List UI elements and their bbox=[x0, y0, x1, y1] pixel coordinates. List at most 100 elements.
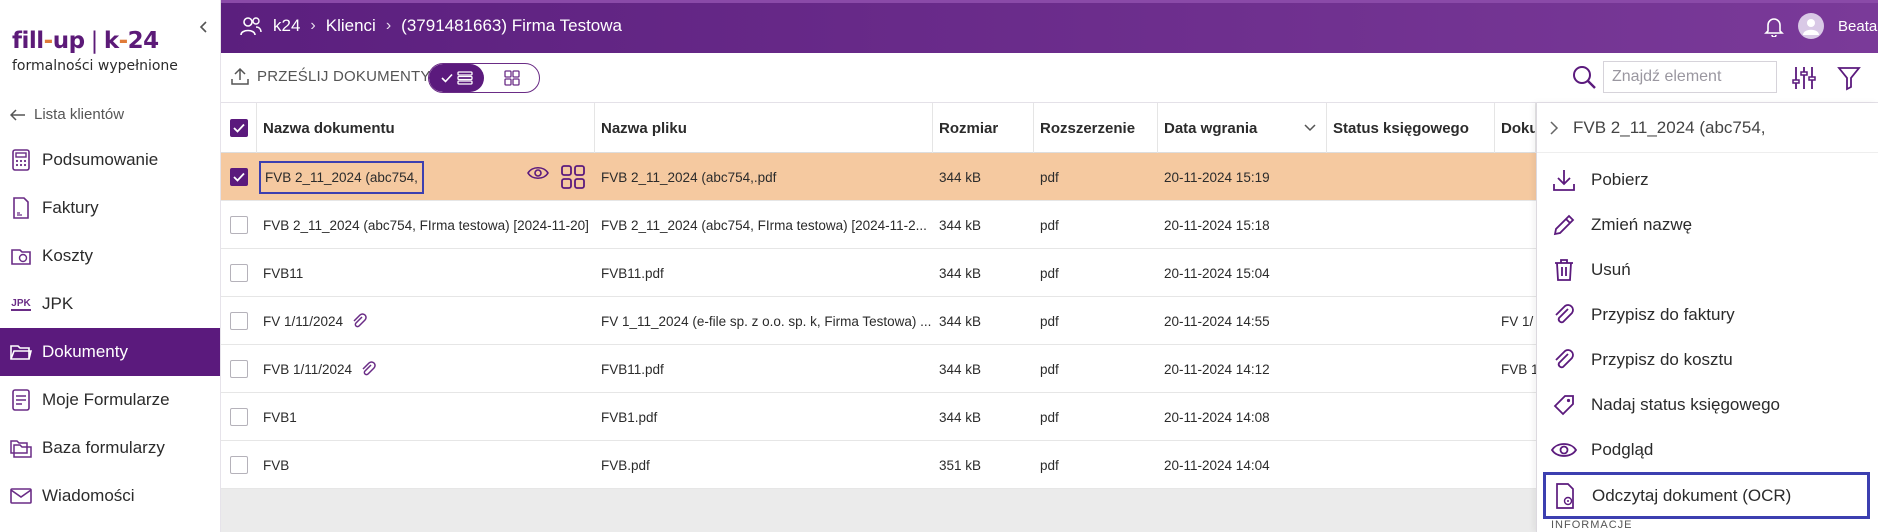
column-settings-icon[interactable] bbox=[1791, 65, 1817, 91]
row-checkbox[interactable] bbox=[230, 168, 248, 186]
breadcrumb-k24[interactable]: k24 bbox=[273, 16, 301, 35]
table-row[interactable]: FVB FVB.pdf 351 kB pdf 20-11-2024 14:04 bbox=[221, 441, 1536, 489]
search-input[interactable] bbox=[1603, 61, 1777, 93]
cell-status bbox=[1327, 249, 1495, 297]
column-header-size[interactable]: Rozmiar bbox=[933, 103, 1034, 153]
sidebar-item-wiadomosci[interactable]: Wiadomości bbox=[0, 472, 220, 520]
filter-icon[interactable] bbox=[1837, 65, 1861, 91]
cell-document-name[interactable]: FVB 1/11/2024 bbox=[257, 345, 595, 393]
cell-extension: pdf bbox=[1040, 409, 1059, 425]
paperclip-icon bbox=[360, 361, 376, 377]
user-name[interactable]: Beata bbox=[1838, 17, 1878, 35]
action-delete[interactable]: Usuń bbox=[1537, 247, 1878, 292]
eye-icon[interactable] bbox=[527, 165, 549, 189]
pencil-icon bbox=[1551, 212, 1577, 238]
cell-document-name[interactable]: FVB bbox=[263, 457, 290, 473]
collapse-sidebar-icon[interactable] bbox=[197, 20, 211, 34]
chevron-right-icon: › bbox=[385, 17, 392, 34]
cell-extension: pdf bbox=[1040, 217, 1059, 233]
action-assign-invoice[interactable]: Przypisz do faktury bbox=[1537, 292, 1878, 337]
row-checkbox[interactable] bbox=[230, 360, 248, 378]
action-assign-cost[interactable]: Przypisz do kosztu bbox=[1537, 337, 1878, 382]
tag-icon bbox=[1551, 392, 1577, 418]
list-view-button[interactable] bbox=[429, 64, 484, 92]
cell-document-name[interactable]: FV 1/11/2024 bbox=[257, 297, 595, 345]
document-name[interactable]: FVB 2_11_2024 (abc754, bbox=[259, 160, 424, 194]
row-checkbox[interactable] bbox=[230, 312, 248, 330]
cell-doc bbox=[1495, 393, 1536, 441]
cell-document-name[interactable]: FVB1 bbox=[263, 409, 297, 425]
cell-document-name: FVB 2_11_2024 (abc754, bbox=[257, 153, 595, 201]
table-row[interactable]: FVB 1/11/2024 FVB11.pdf 344 kB pdf 20-11… bbox=[221, 345, 1536, 393]
action-label: Przypisz do kosztu bbox=[1591, 349, 1733, 369]
column-header-doc[interactable]: Doku bbox=[1495, 103, 1536, 153]
cell-doc: FV 1/ bbox=[1501, 313, 1534, 329]
column-header-name[interactable]: Nazwa dokumentu bbox=[257, 103, 595, 153]
action-rename[interactable]: Zmień nazwę bbox=[1537, 202, 1878, 247]
action-accountant-status[interactable]: Nadaj status księgowego bbox=[1537, 382, 1878, 427]
column-header-file[interactable]: Nazwa pliku bbox=[595, 103, 933, 153]
cell-status bbox=[1327, 297, 1495, 345]
table-row[interactable]: FV 1/11/2024 FV 1_11_2024 (e-file sp. z … bbox=[221, 297, 1536, 345]
row-checkbox[interactable] bbox=[230, 216, 248, 234]
grid-menu-icon[interactable] bbox=[561, 165, 585, 189]
cell-size: 344 kB bbox=[939, 361, 982, 377]
row-checkbox-cell bbox=[221, 393, 257, 441]
row-checkbox-cell bbox=[221, 345, 257, 393]
table-row[interactable]: FVB 2_11_2024 (abc754, FIrma testowa) [2… bbox=[221, 201, 1536, 249]
sidebar-item-baza-formularzy[interactable]: Baza formularzy bbox=[0, 424, 220, 472]
sidebar-item-label: Faktury bbox=[42, 198, 99, 217]
document-name: FV 1/11/2024 bbox=[263, 313, 344, 329]
grid-view-button[interactable] bbox=[484, 64, 539, 92]
column-header-date[interactable]: Data wgrania bbox=[1158, 103, 1327, 153]
column-header-status[interactable]: Status księgowego bbox=[1327, 103, 1495, 153]
row-checkbox[interactable] bbox=[230, 456, 248, 474]
table-row[interactable]: FVB 2_11_2024 (abc754, FVB 2_11_2024 (ab… bbox=[221, 153, 1536, 201]
logo-text-24: 24 bbox=[127, 28, 160, 54]
document-name: FVB 1/11/2024 bbox=[263, 361, 353, 377]
action-label: Przypisz do faktury bbox=[1591, 304, 1735, 324]
select-all-checkbox[interactable] bbox=[229, 119, 248, 137]
cell-date: 20-11-2024 14:55 bbox=[1164, 313, 1270, 329]
row-checkbox[interactable] bbox=[230, 264, 248, 282]
sidebar-item-koszty[interactable]: Koszty bbox=[0, 232, 220, 280]
table-row[interactable]: FVB11 FVB11.pdf 344 kB pdf 20-11-2024 15… bbox=[221, 249, 1536, 297]
panel-info-section-label: INFORMACJE bbox=[1551, 519, 1633, 531]
upload-icon bbox=[231, 67, 249, 85]
bell-icon[interactable] bbox=[1764, 15, 1784, 37]
cell-document-name[interactable]: FVB11 bbox=[263, 265, 304, 281]
breadcrumb-client[interactable]: (3791481663) Firma Testowa bbox=[401, 16, 622, 35]
view-toggle bbox=[428, 63, 540, 93]
action-preview[interactable]: Podgląd bbox=[1537, 427, 1878, 472]
search-icon[interactable] bbox=[1571, 64, 1597, 90]
sidebar-item-podsumowanie[interactable]: Podsumowanie bbox=[0, 136, 220, 184]
table-row[interactable]: FVB1 FVB1.pdf 344 kB pdf 20-11-2024 14:0… bbox=[221, 393, 1536, 441]
action-download[interactable]: Pobierz bbox=[1537, 157, 1878, 202]
sidebar-item-dokumenty[interactable]: Dokumenty bbox=[0, 328, 220, 376]
brand-tagline: formalności wypełnione bbox=[12, 58, 178, 74]
back-to-clients-link[interactable]: Lista klientów bbox=[10, 106, 124, 123]
upload-documents-button[interactable]: PRZEŚLIJ DOKUMENTY bbox=[231, 67, 431, 85]
cell-size: 344 kB bbox=[939, 169, 982, 185]
breadcrumb-klienci[interactable]: Klienci bbox=[325, 16, 376, 35]
cell-document-name[interactable]: FVB 2_11_2024 (abc754, FIrma testowa) [2… bbox=[263, 217, 589, 233]
brand-logo[interactable]: fill - up | k -24 formalności wypełnione bbox=[12, 28, 212, 74]
sidebar-item-jpk[interactable]: JPK JPK bbox=[0, 280, 220, 328]
chevron-right-icon[interactable] bbox=[1549, 120, 1559, 135]
action-label: Odczytaj dokument (OCR) bbox=[1592, 485, 1792, 505]
avatar[interactable] bbox=[1798, 13, 1824, 39]
sidebar-item-label: Koszty bbox=[42, 246, 94, 265]
cell-date: 20-11-2024 15:19 bbox=[1164, 169, 1270, 185]
row-checkbox[interactable] bbox=[230, 408, 248, 426]
action-label: Nadaj status księgowego bbox=[1591, 394, 1781, 414]
sidebar-nav: Podsumowanie Faktury Koszty JPK JPK Doku… bbox=[0, 136, 220, 520]
sidebar-item-moje-formularze[interactable]: Moje Formularze bbox=[0, 376, 220, 424]
cell-status bbox=[1327, 153, 1495, 201]
jpk-icon-text: JPK bbox=[11, 297, 31, 311]
sidebar-item-faktury[interactable]: Faktury bbox=[0, 184, 220, 232]
action-ocr[interactable]: Odczytaj dokument (OCR) bbox=[1543, 472, 1870, 519]
top-right-controls: Beata bbox=[1764, 13, 1878, 39]
column-header-extension[interactable]: Rozszerzenie bbox=[1034, 103, 1158, 153]
chevron-down-icon[interactable] bbox=[1304, 124, 1316, 132]
table-header: Nazwa dokumentu Nazwa pliku Rozmiar Rozs… bbox=[221, 103, 1536, 153]
